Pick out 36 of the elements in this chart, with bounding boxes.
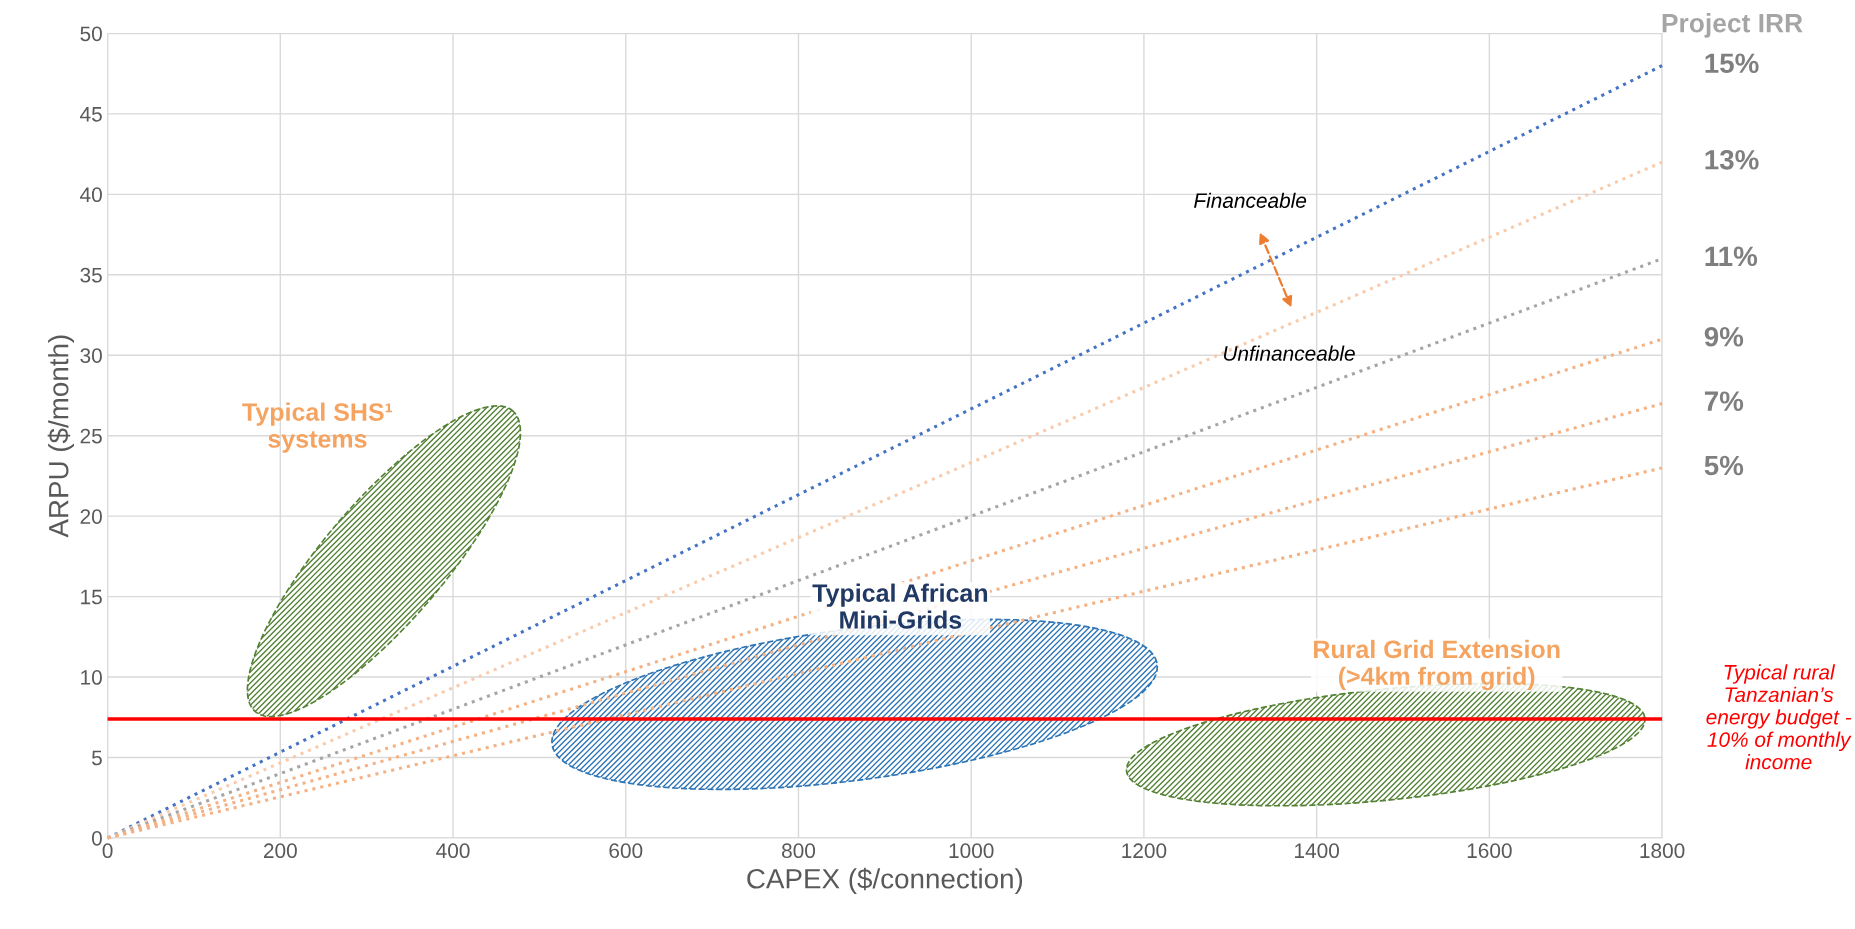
y-tick-label: 50 bbox=[80, 26, 102, 42]
y-tick-label: 10 bbox=[81, 670, 102, 685]
x-tick-label: 1400 bbox=[1295, 843, 1339, 859]
x-tick-label: 1000 bbox=[949, 843, 994, 859]
annotation: Typical African Mini-Grids bbox=[812, 583, 988, 629]
series-label: 11% bbox=[1705, 246, 1758, 267]
series-label: 9% bbox=[1704, 326, 1744, 347]
y-tick-label: 0 bbox=[91, 830, 102, 846]
x-tick-label: 600 bbox=[609, 843, 643, 859]
annotation: Rural Grid Extension (>4km from grid) bbox=[1314, 639, 1560, 691]
x-tick-label: 800 bbox=[782, 843, 816, 859]
ref-line-label: Typical rural Tanzanian’s energy budget - 10% of monthly income bbox=[1706, 664, 1852, 770]
y-tick-label: 25 bbox=[80, 428, 102, 444]
annotation: Unfinanceable bbox=[1223, 345, 1355, 361]
y-tick-label: 30 bbox=[80, 348, 102, 363]
series-label: 13% bbox=[1705, 149, 1759, 170]
y-tick-label: 45 bbox=[80, 107, 102, 122]
annotation: Typical SHS¹ systems bbox=[242, 402, 393, 453]
x-tick-label: 1800 bbox=[1640, 843, 1685, 859]
y-axis-title: ARPU ($/month) bbox=[47, 335, 74, 538]
x-tick-label: 1600 bbox=[1467, 843, 1512, 859]
x-tick-label: 400 bbox=[436, 843, 470, 859]
y-tick-label: 35 bbox=[80, 267, 102, 283]
y-tick-label: 20 bbox=[80, 509, 102, 524]
y-tick-label: 40 bbox=[80, 187, 102, 203]
x-tick-label: 0 bbox=[102, 843, 113, 859]
series-label: 7% bbox=[1704, 391, 1744, 411]
y-tick-label: 5 bbox=[91, 750, 102, 766]
x-tick-label: 200 bbox=[263, 843, 297, 859]
series-label: 15% bbox=[1705, 53, 1759, 74]
x-axis-title: CAPEX ($/connection) bbox=[747, 867, 1023, 895]
y-tick-label: 15 bbox=[81, 589, 102, 605]
x-tick-label: 1200 bbox=[1122, 843, 1167, 859]
series-label: 5% bbox=[1704, 455, 1744, 476]
legend-title: Project IRR bbox=[1662, 13, 1803, 38]
annotation: Financeable bbox=[1194, 192, 1307, 208]
